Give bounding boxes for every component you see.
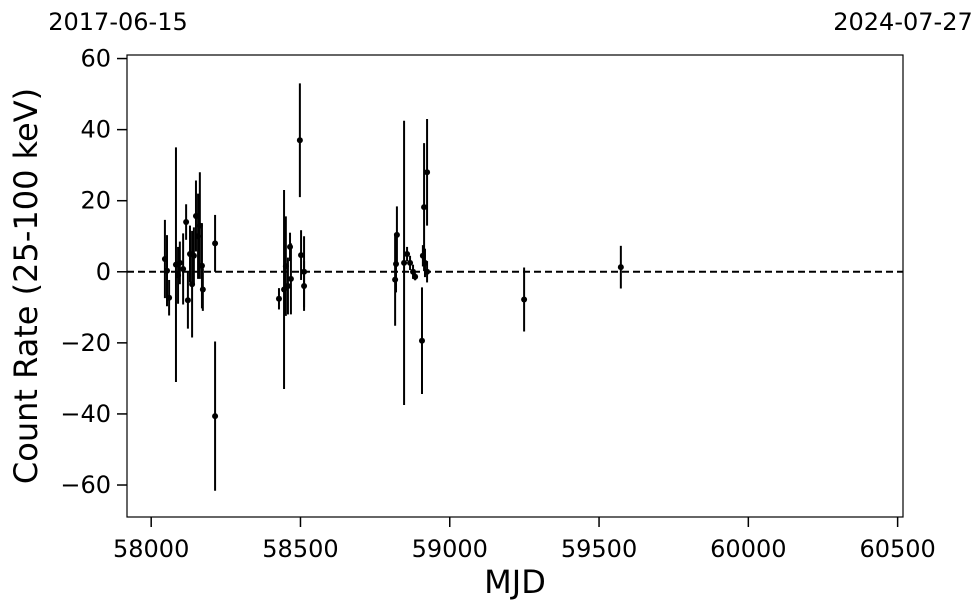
data-point [401,259,408,266]
data-point [393,231,400,238]
x-tick-label: 59000 [412,535,488,563]
data-point [284,283,291,289]
y-tick-label: −60 [60,471,111,499]
data-point [404,251,411,258]
y-tick-label: 60 [80,45,111,73]
y-tick-label: 0 [96,258,111,286]
data-point [418,337,425,344]
data-point [190,252,197,259]
y-tick-label: 20 [80,187,111,215]
x-axis-label: MJD [484,563,546,601]
data-point [166,294,173,301]
data-point [298,252,305,259]
data-point [212,413,219,420]
data-point [287,275,294,282]
data-point [184,297,191,304]
x-tick-label: 59500 [561,535,637,563]
data-point [212,240,219,247]
data-point [199,286,206,293]
plot-frame [126,54,904,518]
data-point [424,268,431,275]
y-axis-label: Count Rate (25-100 keV) [7,88,45,484]
x-tick-label: 58500 [262,535,338,563]
data-point [275,295,282,302]
data-point [412,273,419,280]
data-point [180,265,187,272]
data-point [183,219,190,226]
data-point [407,259,414,266]
data-point [617,264,624,271]
data-point [296,137,303,144]
y-tick-label: 40 [80,116,111,144]
x-tick-label: 58000 [113,535,189,563]
top-date-label: 2024-07-27 [833,8,972,36]
top-date-label: 2017-06-15 [48,8,187,36]
data-point [176,259,183,266]
data-point [164,267,171,274]
y-tick-label: −20 [60,329,111,357]
data-point [521,296,528,303]
y-tick-label: −40 [60,400,111,428]
data-point [424,169,431,176]
data-point [198,262,205,269]
x-tick-label: 60500 [859,535,935,563]
x-tick-label: 60000 [710,535,786,563]
data-point [421,204,428,211]
data-point [301,283,308,289]
